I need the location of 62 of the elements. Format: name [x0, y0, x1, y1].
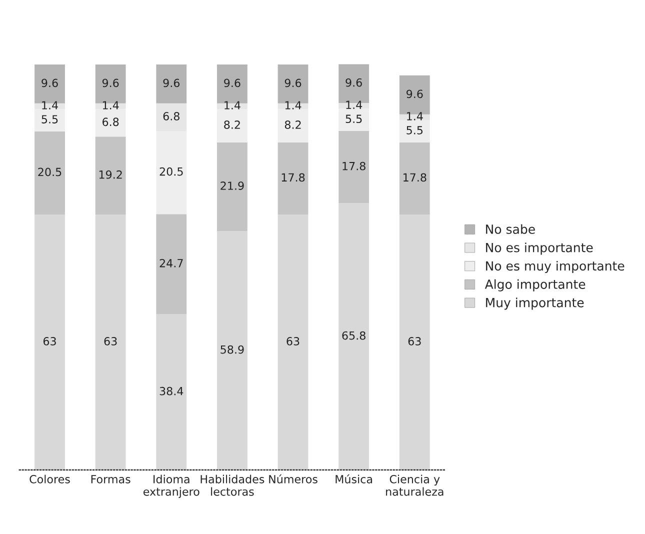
data-label: 5.5 — [42, 115, 58, 124]
data-label: 6.8 — [102, 118, 119, 126]
data-label: 1.4 — [42, 101, 58, 110]
data-label: 9.6 — [406, 90, 423, 98]
legend-label: No es importante — [486, 242, 593, 255]
data-label: 63 — [286, 337, 300, 346]
data-label: 1.4 — [102, 101, 119, 110]
data-label: 1.4 — [285, 101, 302, 110]
data-label: 38.4 — [160, 386, 184, 396]
bar — [338, 130, 370, 204]
bar — [34, 131, 65, 214]
data-label: 9.6 — [284, 78, 302, 88]
data-label: 17.8 — [342, 162, 366, 170]
data-label: 8.2 — [284, 120, 301, 129]
x-tick-label: Idioma extranjero — [143, 474, 200, 498]
data-label: 1.4 — [224, 101, 240, 110]
data-label: 63 — [43, 337, 56, 346]
data-label: 19.2 — [99, 170, 122, 179]
bar — [278, 214, 308, 470]
bar — [95, 214, 126, 470]
bar — [399, 142, 430, 214]
x-tick-label: Ciencia y naturaleza — [386, 474, 444, 496]
x-tick-label: Habilidades lectoras — [200, 474, 264, 496]
data-label: 17.8 — [403, 173, 426, 182]
x-tick-label: Números — [269, 474, 318, 484]
data-label: 21.9 — [220, 182, 244, 190]
legend-label: Muy importante — [486, 298, 584, 310]
data-label: 63 — [408, 337, 421, 346]
data-label: 24.7 — [160, 258, 183, 268]
data-label: 20.5 — [160, 167, 183, 176]
legend-label: No es muy importante — [486, 260, 624, 274]
data-label: 5.5 — [406, 126, 423, 134]
data-label: 9.6 — [163, 78, 180, 88]
bar — [95, 136, 126, 214]
bar — [338, 203, 370, 470]
data-label: 1.4 — [407, 112, 423, 120]
data-label: 20.5 — [38, 168, 62, 176]
data-label: 6.8 — [163, 112, 180, 120]
bar — [156, 214, 187, 314]
bar — [216, 142, 248, 232]
bar — [34, 214, 65, 470]
bar — [216, 231, 248, 470]
data-label: 8.2 — [224, 120, 240, 129]
data-label: 9.6 — [102, 78, 119, 88]
data-label: 63 — [104, 337, 117, 346]
x-tick-label: Colores — [30, 474, 70, 484]
x-tick-label: Música — [336, 474, 372, 484]
bar — [156, 64, 187, 104]
x-tick-label: Formas — [91, 475, 130, 484]
data-label: 17.8 — [282, 173, 305, 182]
data-label: 9.6 — [346, 78, 362, 87]
bar — [156, 314, 187, 470]
data-label: 65.8 — [342, 331, 366, 340]
data-label: 9.6 — [224, 78, 240, 88]
legend-label: No sabe — [486, 224, 535, 234]
data-label: 9.6 — [42, 78, 58, 88]
data-label: 58.9 — [220, 345, 244, 354]
data-label: 5.5 — [346, 114, 362, 124]
data-label: 1.4 — [346, 100, 362, 109]
bar — [278, 142, 308, 214]
bar — [399, 214, 430, 470]
legend-label: Algo importante — [484, 279, 586, 292]
